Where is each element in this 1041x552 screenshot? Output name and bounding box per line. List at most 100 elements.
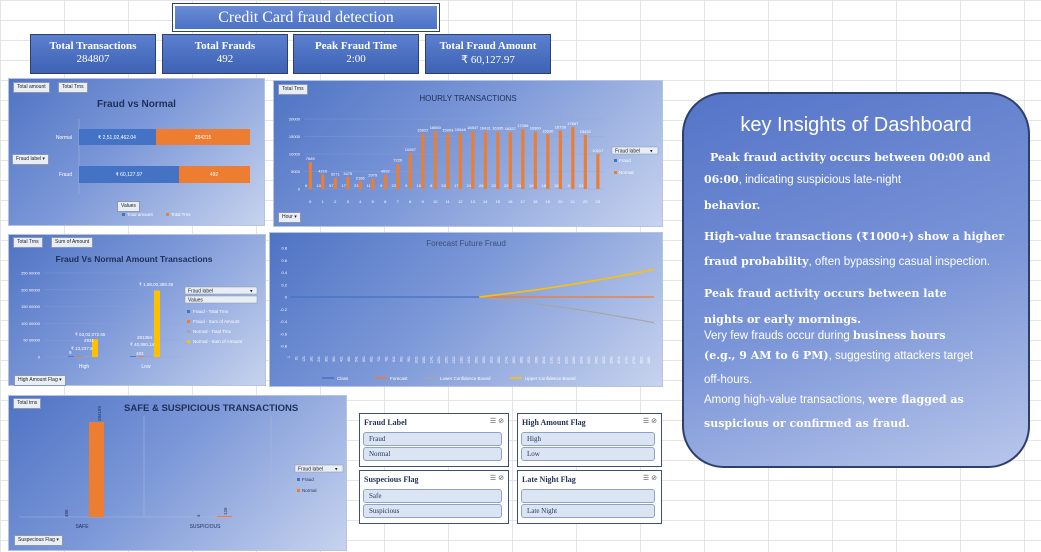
suspecious-flag-slicer[interactable]: Suspecious Flag ☰ ⊘ Safe Suspicious: [359, 470, 509, 524]
x-tick-label: 61: [295, 356, 299, 360]
clear-filter-icon[interactable]: ☰ ⊘: [489, 418, 504, 425]
fraud-data-label: 17: [342, 183, 347, 188]
y-tick-label: 200 00000: [21, 287, 41, 292]
x-tick-label: 721: [377, 356, 381, 362]
fraud-data-label: 22: [492, 183, 497, 188]
slicer-item[interactable]: Low: [521, 447, 655, 461]
y-tick-label: 15000: [289, 134, 301, 139]
bar-normal: [558, 130, 562, 189]
fraud-label-slicer[interactable]: Fraud Label ☰ ⊘ Fraud Normal: [359, 413, 509, 467]
bar-low-series-0: [130, 356, 136, 357]
bar-normal: [358, 181, 362, 189]
y-tick-label: -0.6: [280, 331, 288, 336]
x-tick-label: 481: [347, 356, 351, 362]
slicer-item[interactable]: High: [521, 432, 655, 446]
kpi-label: Total Fraud Amount: [439, 40, 537, 52]
x-tick-label: 1741: [505, 356, 509, 364]
bar-normal: [583, 134, 587, 189]
legend-filter-button: [611, 146, 659, 155]
x-tick-label: 2641: [617, 356, 621, 364]
slicer-item[interactable]: Safe: [363, 489, 502, 503]
high-amount-flag-slicer[interactable]: High Amount Flag ☰ ⊘ High Low: [517, 413, 662, 467]
forecast-plot: -0.8-0.6-0.4-0.200.20.40.60.8 1 61 121 181 2…: [280, 246, 655, 381]
suspecious-flag-axis-button[interactable]: Suspecious Flag ▾: [14, 535, 63, 546]
bar-normal: [308, 162, 312, 189]
total-trns-field-button[interactable]: Total trns: [13, 398, 42, 409]
fraud-vs-normal-amount-chart[interactable]: Total Trns Sum of Amount Fraud Vs Normal…: [8, 234, 266, 386]
fraud-vs-normal-chart[interactable]: Total amount Total Trns Fraud vs Normal …: [8, 78, 265, 226]
bar-low-series-3: [154, 290, 160, 357]
total-trns-field-button[interactable]: Total Trns: [58, 82, 88, 93]
clear-filter-icon[interactable]: ☰ ⊘: [489, 475, 504, 482]
x-tick-label: 12: [458, 199, 463, 204]
total-amount-field-button[interactable]: Total amount: [13, 82, 50, 93]
y-tick-label: 0: [285, 295, 288, 300]
data-label: 483: [136, 351, 144, 356]
bar-normal: [408, 153, 412, 189]
x-tick-label: 2041: [542, 356, 546, 364]
slicer-item[interactable]: [521, 489, 655, 503]
x-tick-label: 1261: [445, 356, 449, 364]
y-tick-label: 250 00000: [21, 271, 41, 276]
late-night-flag-slicer[interactable]: Late Night Flag ☰ ⊘ Late Night: [517, 470, 662, 524]
x-tick-label: 6: [384, 199, 387, 204]
chart-title: Forecast Future Fraud: [426, 239, 506, 248]
data-label: 16547: [467, 125, 479, 130]
x-tick-label: 2101: [550, 356, 554, 364]
forecast-future-fraud-chart[interactable]: Forecast Future Fraud -0.8 -0.6 -0.4 -0.2 0 0…: [269, 232, 663, 387]
bar-normal: [471, 131, 475, 189]
x-tick-label: 181: [310, 356, 314, 362]
total-trns-field-button[interactable]: Total Trns: [13, 237, 43, 248]
slicer-item[interactable]: Normal: [363, 447, 502, 461]
legend-label: Normal: [302, 488, 317, 493]
bar-normal: [496, 131, 500, 189]
legend-title: Fraud label: [615, 149, 640, 155]
bar-normal: [383, 174, 387, 189]
fraud-vs-normal-plot: Normal Fraud ₹ 2,51,02,462.04 284315 ₹ 6…: [56, 119, 250, 217]
kpi-value: ₹ 60,127.97: [461, 54, 515, 66]
x-tick-label: 17: [521, 199, 526, 204]
slicer-item[interactable]: Late Night: [521, 504, 655, 518]
fraud-data-label: 23: [354, 183, 359, 188]
x-tick-label: 961: [407, 356, 411, 362]
kpi-label: Total Transactions: [49, 40, 137, 52]
sum-of-amount-field-button[interactable]: Sum of Amount: [51, 237, 94, 248]
bar-normal: [571, 127, 575, 189]
chevron-down-icon: ▾: [250, 289, 253, 295]
fraud-data-label: 23: [392, 183, 397, 188]
legend-swatch: [122, 213, 125, 216]
slicer-item[interactable]: Suspicious: [363, 504, 502, 518]
values-button[interactable]: Values: [117, 201, 140, 212]
legend-label: Fraud - Sum of Amount: [193, 319, 240, 324]
safe-suspicious-chart[interactable]: Total trns SAFE & SUSPICIOUS TRANSACTION…: [8, 395, 347, 551]
legend-label: Lower Confidence Bound: [440, 376, 491, 381]
data-label: ₹ 53,02,072.65: [75, 332, 106, 337]
chevron-down-icon: ▾: [650, 149, 653, 155]
data-label: 15822: [417, 128, 429, 133]
legend-label: Normal: [619, 170, 634, 175]
clear-filter-icon[interactable]: ☰ ⊘: [642, 418, 657, 425]
category-label: SUSPICIOUS: [190, 524, 222, 530]
legend-title: Fraud label: [298, 467, 323, 473]
x-tick-label: 4: [359, 199, 362, 204]
x-tick-label: 14: [483, 199, 488, 204]
y-tick-label: 50 00000: [23, 338, 40, 343]
high-amount-flag-button[interactable]: High Amount Flag ▾: [14, 375, 66, 386]
x-tick-label: 9: [422, 199, 425, 204]
legend-label: Fraud: [619, 158, 631, 163]
data-label: 281384: [137, 335, 153, 340]
bar-safe-normal: [89, 422, 104, 517]
kpi-total-transactions: Total Transactions 284807: [30, 34, 156, 74]
clear-filter-icon[interactable]: ☰ ⊘: [642, 475, 657, 482]
fraud-label-filter-button[interactable]: Fraud label ▾: [12, 154, 49, 165]
insight-paragraph-4: Among high-value transactions, were flag…: [704, 393, 964, 406]
slicer-item[interactable]: Fraud: [363, 432, 502, 446]
insight-paragraph-3c: Very few frauds occur during business ho…: [704, 329, 946, 342]
hourly-transactions-chart[interactable]: Total Trns HOURLY TRANSACTIONS 0 5000 1000…: [273, 80, 663, 227]
legend-swatch: [187, 310, 190, 313]
data-label: 488: [64, 509, 69, 517]
bar-high-series-2: [84, 356, 90, 357]
hour-axis-button[interactable]: Hour ▾: [278, 212, 301, 223]
kpi-peak-fraud-time: Peak Fraud Time 2:00: [293, 34, 419, 74]
total-trns-field-button[interactable]: Total Trns: [278, 84, 308, 95]
